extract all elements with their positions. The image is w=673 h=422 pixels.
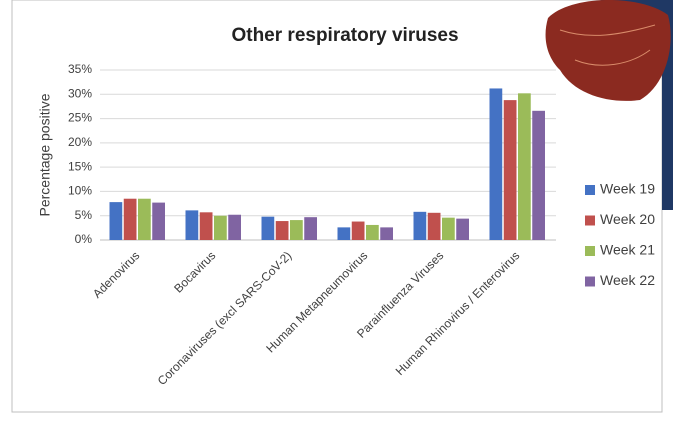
bar bbox=[185, 210, 199, 240]
legend-swatch bbox=[585, 185, 595, 195]
bar bbox=[337, 227, 351, 240]
bar bbox=[532, 110, 545, 240]
bar bbox=[304, 217, 317, 240]
y-axis-label: Percentage positive bbox=[37, 93, 53, 216]
y-tick-label: 35% bbox=[68, 62, 92, 76]
bar bbox=[380, 227, 393, 240]
bar bbox=[489, 88, 503, 240]
heart-detail bbox=[559, 24, 656, 66]
y-tick-label: 10% bbox=[68, 184, 92, 198]
bar bbox=[123, 198, 137, 240]
bar bbox=[199, 212, 213, 240]
bar bbox=[366, 224, 379, 240]
chart-title: Other respiratory viruses bbox=[231, 25, 458, 46]
legend-label: Week 19 bbox=[600, 181, 655, 197]
y-tick-label: 30% bbox=[68, 86, 92, 100]
bar bbox=[290, 220, 303, 240]
bar bbox=[503, 100, 517, 240]
legend-label: Week 21 bbox=[600, 242, 655, 258]
bar bbox=[152, 202, 165, 240]
bar bbox=[351, 221, 365, 240]
bar bbox=[228, 214, 241, 240]
bar bbox=[261, 216, 275, 240]
bar bbox=[138, 198, 151, 240]
y-tick-label: 5% bbox=[75, 208, 93, 222]
bar bbox=[214, 215, 227, 240]
legend-swatch bbox=[585, 246, 595, 256]
y-tick-label: 20% bbox=[68, 135, 92, 149]
y-tick-label: 15% bbox=[68, 159, 92, 173]
y-tick-label: 0% bbox=[75, 232, 93, 246]
bar bbox=[427, 212, 441, 240]
bar bbox=[109, 202, 123, 240]
legend-swatch bbox=[585, 276, 595, 287]
bar bbox=[518, 93, 531, 240]
bar bbox=[413, 211, 427, 240]
heart-image bbox=[545, 0, 671, 101]
legend-label: Week 20 bbox=[600, 211, 655, 227]
legend-label: Week 22 bbox=[600, 272, 655, 288]
y-tick-label: 25% bbox=[68, 111, 92, 125]
bar bbox=[275, 221, 289, 240]
legend-swatch bbox=[585, 215, 595, 226]
bar bbox=[442, 217, 455, 240]
bar bbox=[456, 218, 469, 240]
